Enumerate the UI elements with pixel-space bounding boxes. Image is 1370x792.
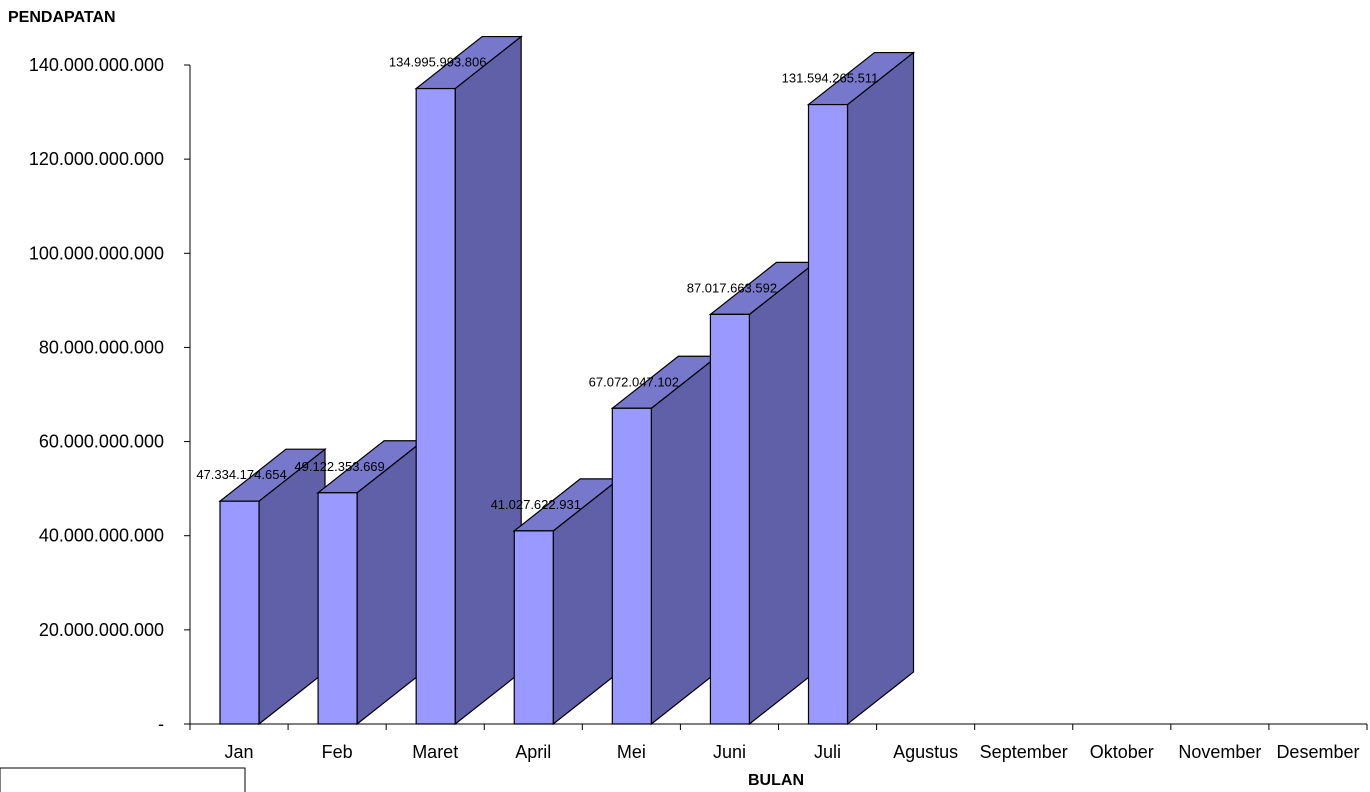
bars [218,35,916,726]
x-tick-label: November [1178,742,1261,762]
bar-side-face [748,261,817,726]
y-axis-title: PENDAPATAN [8,9,116,26]
data-label: 67.072.047.102 [589,374,679,389]
x-tick-label: Juli [814,742,841,762]
data-labels: 47.334.174.654 49.122.353.669 134.995.993.… [196,55,878,512]
bar-front-face [611,407,652,725]
bar-mei [610,355,720,726]
legend-box [0,767,246,792]
bar-juni [708,261,818,726]
bar-side-face [846,51,915,726]
axes: - 20.000.000.000 40.000.000.000 60.000.000.… [29,55,1368,762]
y-tick-label: 40.000.000.000 [39,526,164,546]
bar-feb [316,439,425,726]
x-axis-title: BULAN [748,772,804,789]
x-tick-label: September [980,742,1068,762]
bar-side-face [454,35,522,726]
x-tick-label: Jan [225,742,254,762]
bar-front-face [709,313,751,725]
bar-front-face [219,500,260,725]
y-tick-label: 120.000.000.000 [29,149,164,169]
bar-front-face [415,87,456,725]
x-tick-label: Agustus [893,742,958,762]
bar-juli [806,51,916,726]
y-tick-label: 140.000.000.000 [29,55,164,75]
bar-front-face [317,492,358,725]
x-tick-label: Mei [617,742,646,762]
x-tick-label: Oktober [1090,742,1154,762]
data-label: 41.027.622.931 [491,497,581,512]
x-tick-label: Feb [322,742,353,762]
y-tick-label: - [158,714,164,734]
bar-side-face [650,355,718,726]
data-label: 49.122.353.669 [294,459,384,474]
y-tick-label: 60.000.000.000 [39,432,164,452]
x-tick-label: Desember [1276,742,1359,762]
bar-front-face [513,530,554,725]
y-tick-label: 100.000.000.000 [29,243,164,263]
x-tick-label: April [515,742,551,762]
bar-maret [414,35,523,726]
y-tick-label: 80.000.000.000 [39,337,164,357]
y-tick-label: 20.000.000.000 [39,620,164,640]
data-label: 134.995.993.806 [389,55,487,70]
x-tick-label: Maret [412,742,458,762]
bar-front-face [807,103,849,725]
data-label: 131.594.265.511 [782,71,879,86]
bar-april [512,477,621,726]
data-label: 87.017.663.592 [687,280,777,295]
bar-jan [218,447,327,726]
data-label: 47.334.174.654 [196,467,286,482]
x-tick-label: Juni [713,742,746,762]
